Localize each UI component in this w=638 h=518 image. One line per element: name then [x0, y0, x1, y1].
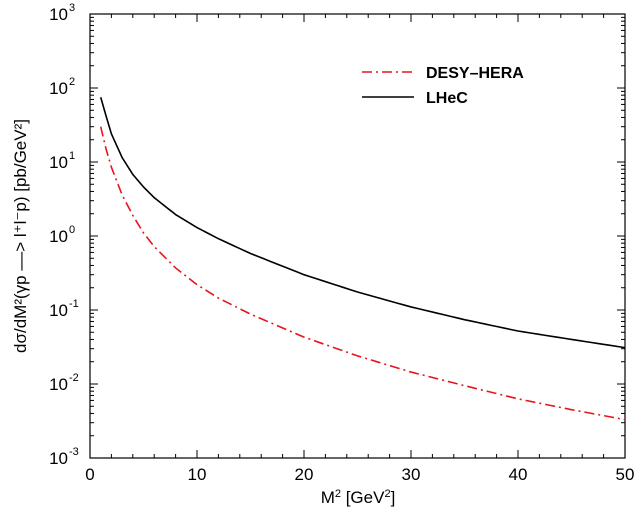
y-tick-label: 10: [49, 375, 68, 394]
y-tick-exponent: 0: [69, 224, 75, 236]
x-tick-label: 50: [616, 465, 635, 484]
series-line-lhec: [99, 97, 626, 349]
y-tick-label: 10: [49, 227, 68, 246]
x-tick-label: 20: [295, 465, 314, 484]
x-tick-label: 0: [85, 465, 94, 484]
y-tick-label: 10: [49, 449, 68, 468]
x-tick-label: 10: [188, 465, 207, 484]
legend-label-lhec: LHeC: [426, 90, 468, 107]
y-tick-exponent: -1: [69, 298, 79, 310]
x-tick-label: 30: [402, 465, 421, 484]
y-tick-exponent: 3: [69, 2, 75, 14]
plot-frame: [89, 13, 626, 459]
y-tick-exponent: 2: [69, 76, 75, 88]
y-tick-label: 10: [49, 301, 68, 320]
legend: DESY–HERA LHeC: [362, 65, 524, 107]
y-tick-exponent: 1: [69, 150, 75, 162]
y-tick-label: 10: [49, 5, 68, 24]
y-axis-title: dσ/dM²(γp ––> l⁺l⁻p) [pb/GeV²]: [11, 119, 30, 353]
legend-label-desy-hera: DESY–HERA: [426, 65, 524, 82]
y-tick-exponent: -3: [69, 446, 79, 458]
y-tick-label: 10: [49, 79, 68, 98]
series-layer: [99, 97, 626, 421]
x-axis-title: M2 [GeV2]: [321, 488, 396, 507]
series-line-desy-hera: [99, 126, 626, 421]
y-tick-label: 10: [49, 153, 68, 172]
x-tick-label: 40: [509, 465, 528, 484]
y-tick-exponent: -2: [69, 372, 79, 384]
